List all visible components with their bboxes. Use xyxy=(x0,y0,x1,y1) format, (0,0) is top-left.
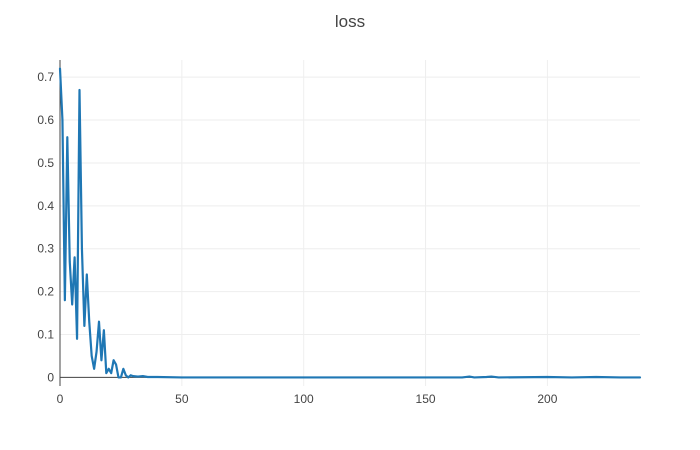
y-tick-label: 0.6 xyxy=(37,113,54,127)
y-tick-label: 0.2 xyxy=(37,285,54,299)
grid-layer xyxy=(60,60,640,386)
series-line-0 xyxy=(58,67,642,379)
y-tick-label: 0.4 xyxy=(37,199,54,213)
y-tick-label: 0.3 xyxy=(37,242,54,256)
chart-title: loss xyxy=(334,12,366,31)
y-tick-label: 0.1 xyxy=(37,328,54,342)
x-tick-label: 200 xyxy=(537,392,557,406)
series-layer xyxy=(58,67,642,379)
y-tick-label: 0.5 xyxy=(37,156,54,170)
x-tick-label: 100 xyxy=(294,392,314,406)
x-tick-label: 0 xyxy=(57,392,64,406)
y-tick-label: 0 xyxy=(47,370,54,384)
x-tick-label: 150 xyxy=(416,392,436,406)
tick-label-layer: 0 0.1 0.2 0.3 0.4 0.5 0.6 0.7 0 50 100 150 200 xyxy=(37,70,557,406)
x-tick-label: 50 xyxy=(175,392,189,406)
y-tick-label: 0.7 xyxy=(37,70,54,84)
axis-layer xyxy=(59,60,640,386)
